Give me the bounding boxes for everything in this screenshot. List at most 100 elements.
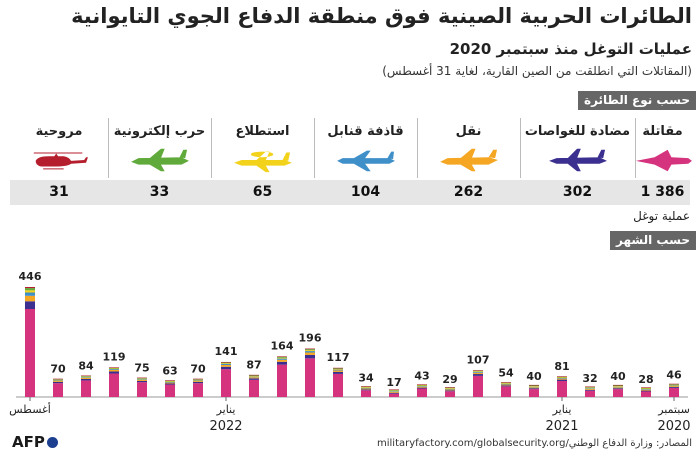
bar-segment (137, 378, 147, 379)
bar-value-label: 117 (327, 351, 350, 364)
bar-segment (641, 388, 651, 390)
aircraft-types-row: مقاتلة مضادة للغواصات نقل قاذفة قنابل استطلا… (10, 118, 692, 178)
bar-segment (221, 366, 231, 370)
x-tick-label: سبتمبر (657, 403, 690, 416)
bar-segment (193, 383, 203, 397)
type-separator (314, 118, 315, 178)
bar-2022-04: 75 (134, 362, 150, 397)
type-separator (520, 118, 521, 178)
aircraft-type-4: استطلاع (211, 118, 314, 178)
bar-segment (81, 377, 91, 379)
bar-value-label: 141 (215, 345, 238, 358)
bar-segment (417, 385, 427, 387)
bar-value-label: 70 (190, 363, 206, 376)
bar-segment (529, 387, 539, 389)
bar-segment (53, 379, 63, 381)
aircraft-type-3: قاذفة قنابل (314, 118, 417, 178)
bar-segment (613, 387, 623, 389)
bar-segment (137, 377, 147, 379)
aircraft-type-value: 31 (49, 184, 69, 200)
bar-segment (389, 391, 399, 392)
bar-segment (669, 385, 679, 387)
x-tick-label: يناير (216, 403, 236, 416)
bar-2021-11: 164 (271, 340, 294, 397)
bar-segment (221, 365, 231, 367)
bar-2022-08: 446 (19, 270, 42, 397)
x-year-label: 2020 (657, 419, 690, 434)
bar-segment (137, 380, 147, 383)
sources-note: المصادر: وزارة الدفاع الوطني/militaryfac… (377, 438, 692, 449)
bar-segment (557, 379, 567, 382)
bar-segment (361, 390, 371, 397)
bar-segment (417, 384, 427, 385)
bar-segment (501, 383, 511, 385)
bar-2021-01: 81 (554, 360, 570, 397)
bar-segment (165, 381, 175, 382)
bar-segment (501, 383, 511, 384)
bar-segment (361, 387, 371, 389)
bar-segment (81, 380, 91, 397)
bar-segment (249, 377, 259, 379)
aircraft-type-5: حرب إلكترونية (108, 118, 211, 178)
bar-2022-01: 141 (215, 345, 238, 397)
aircraft-type-value: 65 (252, 184, 273, 200)
bar-segment (361, 386, 371, 387)
bar-segment (193, 380, 203, 382)
bar-2021-08: 34 (358, 372, 374, 397)
bar-segment (445, 388, 455, 390)
bar-segment (473, 374, 483, 376)
afp-logo: AFP (12, 433, 58, 451)
page-subtitle: عمليات التوغل منذ سبتمبر 2020 (449, 40, 692, 58)
bar-value-label: 164 (271, 340, 294, 353)
ew-plane-icon (130, 148, 189, 172)
aircraft-type-label: مروحية (35, 124, 83, 139)
bar-value-label: 84 (78, 359, 94, 372)
section-tag-by-type: حسب نوع الطائرة (577, 91, 696, 110)
bar-segment (389, 392, 399, 394)
bar-segment (193, 381, 203, 382)
bar-segment (109, 371, 119, 374)
bar-segment (641, 387, 651, 388)
bar-2022-07: 70 (50, 363, 66, 397)
bar-segment (53, 383, 63, 397)
bar-segment (277, 364, 287, 397)
bar-value-label: 29 (442, 373, 457, 386)
bar-segment (445, 387, 455, 389)
bar-segment (445, 391, 455, 397)
transport-plane-icon (439, 148, 498, 172)
bar-segment (473, 375, 483, 397)
bar-segment (585, 387, 595, 389)
bar-2020-12: 32 (582, 372, 598, 397)
bar-segment (109, 367, 119, 368)
bar-segment (613, 386, 623, 387)
bar-segment (81, 376, 91, 378)
bar-segment (557, 376, 567, 378)
bar-segment (473, 370, 483, 371)
aircraft-values-band: 1 386 302 262 104 65 33 31 (10, 180, 690, 205)
bar-segment (585, 386, 595, 388)
bar-segment (165, 384, 175, 397)
type-separator (211, 118, 212, 178)
bar-value-label: 196 (299, 332, 322, 345)
aircraft-type-value: 262 (453, 184, 484, 200)
aircraft-type-0: مقاتلة (635, 118, 692, 178)
bar-value-label: 119 (103, 351, 126, 364)
bar-segment (529, 386, 539, 388)
bar-segment (305, 348, 315, 350)
bar-segment (501, 382, 511, 384)
bar-segment (529, 384, 539, 386)
bar-2022-02: 70 (190, 363, 206, 397)
bar-segment (361, 386, 371, 388)
fighter-jet-icon (635, 149, 692, 172)
x-year-label: 2021 (545, 419, 578, 434)
bar-segment (669, 387, 679, 388)
bar-segment (417, 387, 427, 389)
bar-segment (81, 376, 91, 377)
bar-segment (249, 375, 259, 377)
bar-value-label: 446 (19, 270, 42, 283)
bar-segment (249, 379, 259, 397)
bar-2021-05: 29 (442, 373, 458, 397)
bar-2021-04: 107 (467, 354, 489, 397)
bar-segment (165, 383, 175, 385)
x-year-label: 2022 (209, 419, 242, 434)
